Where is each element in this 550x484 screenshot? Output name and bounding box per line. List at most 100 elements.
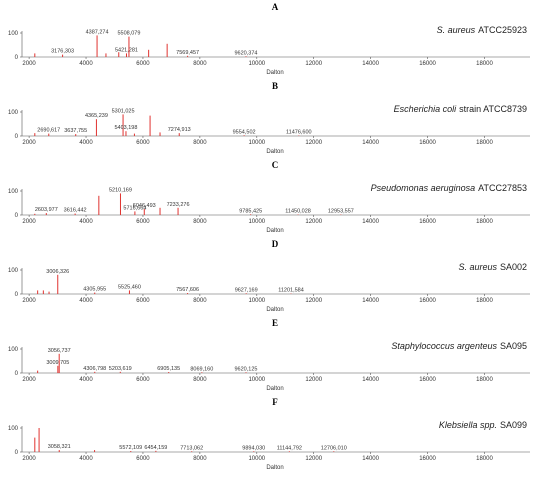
peak-label: 9627,169 <box>235 287 258 293</box>
x-tick-label: 4000 <box>79 61 93 67</box>
strain: SA095 <box>500 341 527 351</box>
x-tick-label: 12000 <box>305 456 322 462</box>
x-tick-label: 14000 <box>362 61 379 67</box>
panel-letter: F <box>272 397 278 407</box>
strain: SA002 <box>500 262 527 272</box>
x-axis-label: Dalton <box>266 70 283 76</box>
y-tick-label: 0 <box>15 55 19 61</box>
x-tick-label: 12000 <box>305 140 322 146</box>
x-tick-label: 10000 <box>248 219 265 225</box>
x-tick-label: 6000 <box>136 140 150 146</box>
peak-label: 11144,792 <box>277 445 302 451</box>
spectrum-panel: C Pseudomonas aeruginosa ATCC27853 0 100 2000… <box>8 160 530 234</box>
x-tick-label: 12000 <box>305 298 322 304</box>
organism-label: Pseudomonas aeruginosa ATCC27853 <box>371 183 527 193</box>
x-tick-label: 6000 <box>136 456 150 462</box>
peak-label: 5403,198 <box>114 125 137 131</box>
peak-label: 5421,281 <box>115 47 138 53</box>
y-tick-label: 0 <box>15 134 19 140</box>
x-tick-label: 4000 <box>79 298 93 304</box>
x-tick-label: 18000 <box>476 219 493 225</box>
y-tick-label: 0 <box>15 450 19 456</box>
x-tick-label: 6000 <box>136 377 150 383</box>
species: Staphylococcus argenteus <box>391 341 497 351</box>
y-tick-label: 0 <box>15 213 19 219</box>
species: Pseudomonas aeruginosa <box>371 183 476 193</box>
x-tick-label: 2000 <box>22 140 36 146</box>
peak-label: 7569,457 <box>176 50 199 56</box>
y-tick-label: 100 <box>8 110 19 116</box>
panel-letter: E <box>272 318 278 328</box>
x-tick-label: 12000 <box>305 377 322 383</box>
y-tick-label: 100 <box>8 31 19 37</box>
x-tick-label: 10000 <box>248 61 265 67</box>
y-tick-label: 100 <box>8 347 19 353</box>
peak-label: 11201,584 <box>278 288 304 294</box>
peak-label: 9620,125 <box>235 366 258 372</box>
peak-label: 12706,010 <box>321 445 347 451</box>
peak-label: 7713,062 <box>180 445 203 451</box>
peak-label: 5210,169 <box>109 187 132 193</box>
y-tick-label: 100 <box>8 426 19 432</box>
organism-label: Klebsiella spp. SA099 <box>439 420 527 430</box>
x-tick-label: 10000 <box>248 140 265 146</box>
peak-label: 7567,606 <box>176 287 199 293</box>
x-tick-label: 10000 <box>248 456 265 462</box>
x-tick-label: 18000 <box>476 377 493 383</box>
peak-label: 5716,664 <box>123 205 146 211</box>
peak-label: 6046,493 <box>133 203 156 209</box>
x-axis-label: Dalton <box>266 465 283 471</box>
y-tick-label: 100 <box>8 268 19 274</box>
peak-label: 5572,109 <box>119 445 142 451</box>
panel-letter: B <box>272 81 278 91</box>
spectrum-panel: D S. aureus SA002 0 100 2000 4000 6000 8000 10000… <box>8 239 530 313</box>
x-tick-label: 10000 <box>248 298 265 304</box>
spectrum-panel: A S. aureus ATCC25923 0 100 2000 4000 6000 8000 1… <box>8 2 530 76</box>
x-tick-label: 14000 <box>362 140 379 146</box>
x-tick-label: 2000 <box>22 219 36 225</box>
x-tick-label: 16000 <box>419 456 436 462</box>
x-tick-label: 16000 <box>419 298 436 304</box>
panel-letter: A <box>272 2 279 12</box>
species: Klebsiella spp. <box>439 420 497 430</box>
y-tick-label: 0 <box>15 371 19 377</box>
peak-label: 5301,025 <box>112 108 135 114</box>
strain: ATCC27853 <box>478 183 527 193</box>
peak-label: 3058,321 <box>48 444 71 450</box>
x-tick-label: 18000 <box>476 456 493 462</box>
peak-label: 4305,955 <box>83 287 106 293</box>
x-tick-label: 2000 <box>22 377 36 383</box>
peak-label: 7233,276 <box>167 202 190 208</box>
species: Escherichia coli <box>394 104 458 114</box>
peak-label: 4306,798 <box>83 366 106 372</box>
peak-label: 3176,303 <box>51 49 74 55</box>
peak-label: 5525,460 <box>118 284 141 290</box>
spectrum-panel: B Escherichia coli strain ATCC8739 0 100 2000… <box>8 81 530 155</box>
x-tick-label: 16000 <box>419 219 436 225</box>
strain: strain ATCC8739 <box>459 104 527 114</box>
x-tick-label: 10000 <box>248 377 265 383</box>
y-tick-label: 100 <box>8 189 19 195</box>
x-tick-label: 8000 <box>193 219 207 225</box>
x-tick-label: 16000 <box>419 140 436 146</box>
x-tick-label: 4000 <box>79 140 93 146</box>
strain: SA099 <box>500 420 527 430</box>
x-tick-label: 4000 <box>79 219 93 225</box>
x-tick-label: 14000 <box>362 298 379 304</box>
organism-label: S. aureus SA002 <box>458 262 527 272</box>
organism-label: S. aureus ATCC25923 <box>437 25 527 35</box>
species: S. aureus <box>458 262 497 272</box>
peak-label: 6905,135 <box>157 366 180 372</box>
peak-label: 5508,079 <box>117 31 140 37</box>
peak-label: 3009,705 <box>46 360 69 366</box>
x-tick-label: 8000 <box>193 298 207 304</box>
x-tick-label: 18000 <box>476 140 493 146</box>
x-tick-label: 4000 <box>79 377 93 383</box>
peak-label: 3637,755 <box>64 128 87 134</box>
x-tick-label: 2000 <box>22 61 36 67</box>
peak-label: 9620,374 <box>235 50 258 56</box>
x-tick-label: 4000 <box>79 456 93 462</box>
x-tick-label: 8000 <box>193 140 207 146</box>
x-tick-label: 8000 <box>193 456 207 462</box>
